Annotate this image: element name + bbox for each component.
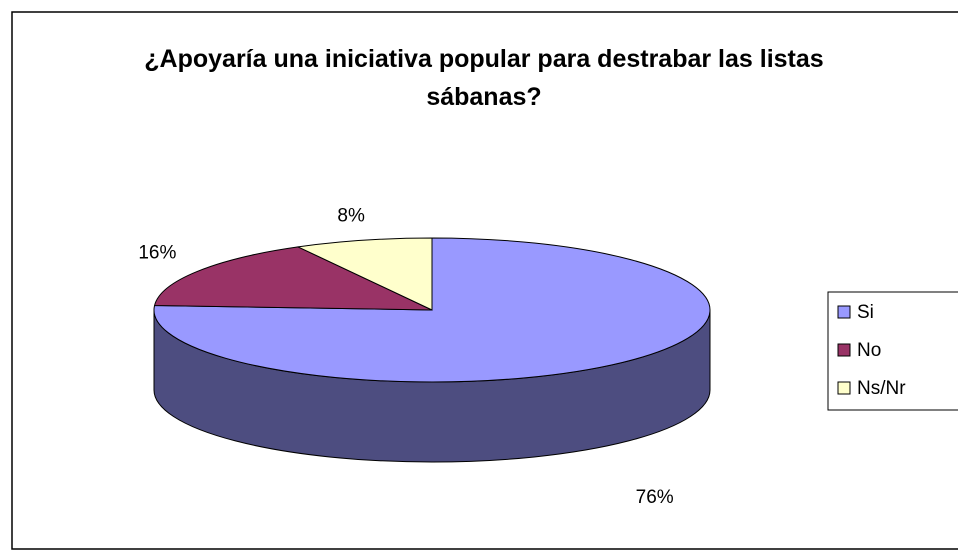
pie-slice <box>296 237 433 311</box>
pie-slice <box>153 237 711 383</box>
legend-swatch <box>837 343 851 357</box>
legend-label: No <box>857 340 881 361</box>
data-label: 76% <box>636 487 674 508</box>
legend-swatch <box>837 381 851 395</box>
data-label: 16% <box>138 243 176 264</box>
pie-slice <box>153 246 433 311</box>
data-label: 8% <box>337 205 365 226</box>
legend-label: Ns/Nr <box>857 378 906 399</box>
chart-title: ¿Apoyaría una iniciativa popular para de… <box>144 45 824 111</box>
legend-label: Si <box>857 302 874 323</box>
legend-swatch <box>837 305 851 319</box>
